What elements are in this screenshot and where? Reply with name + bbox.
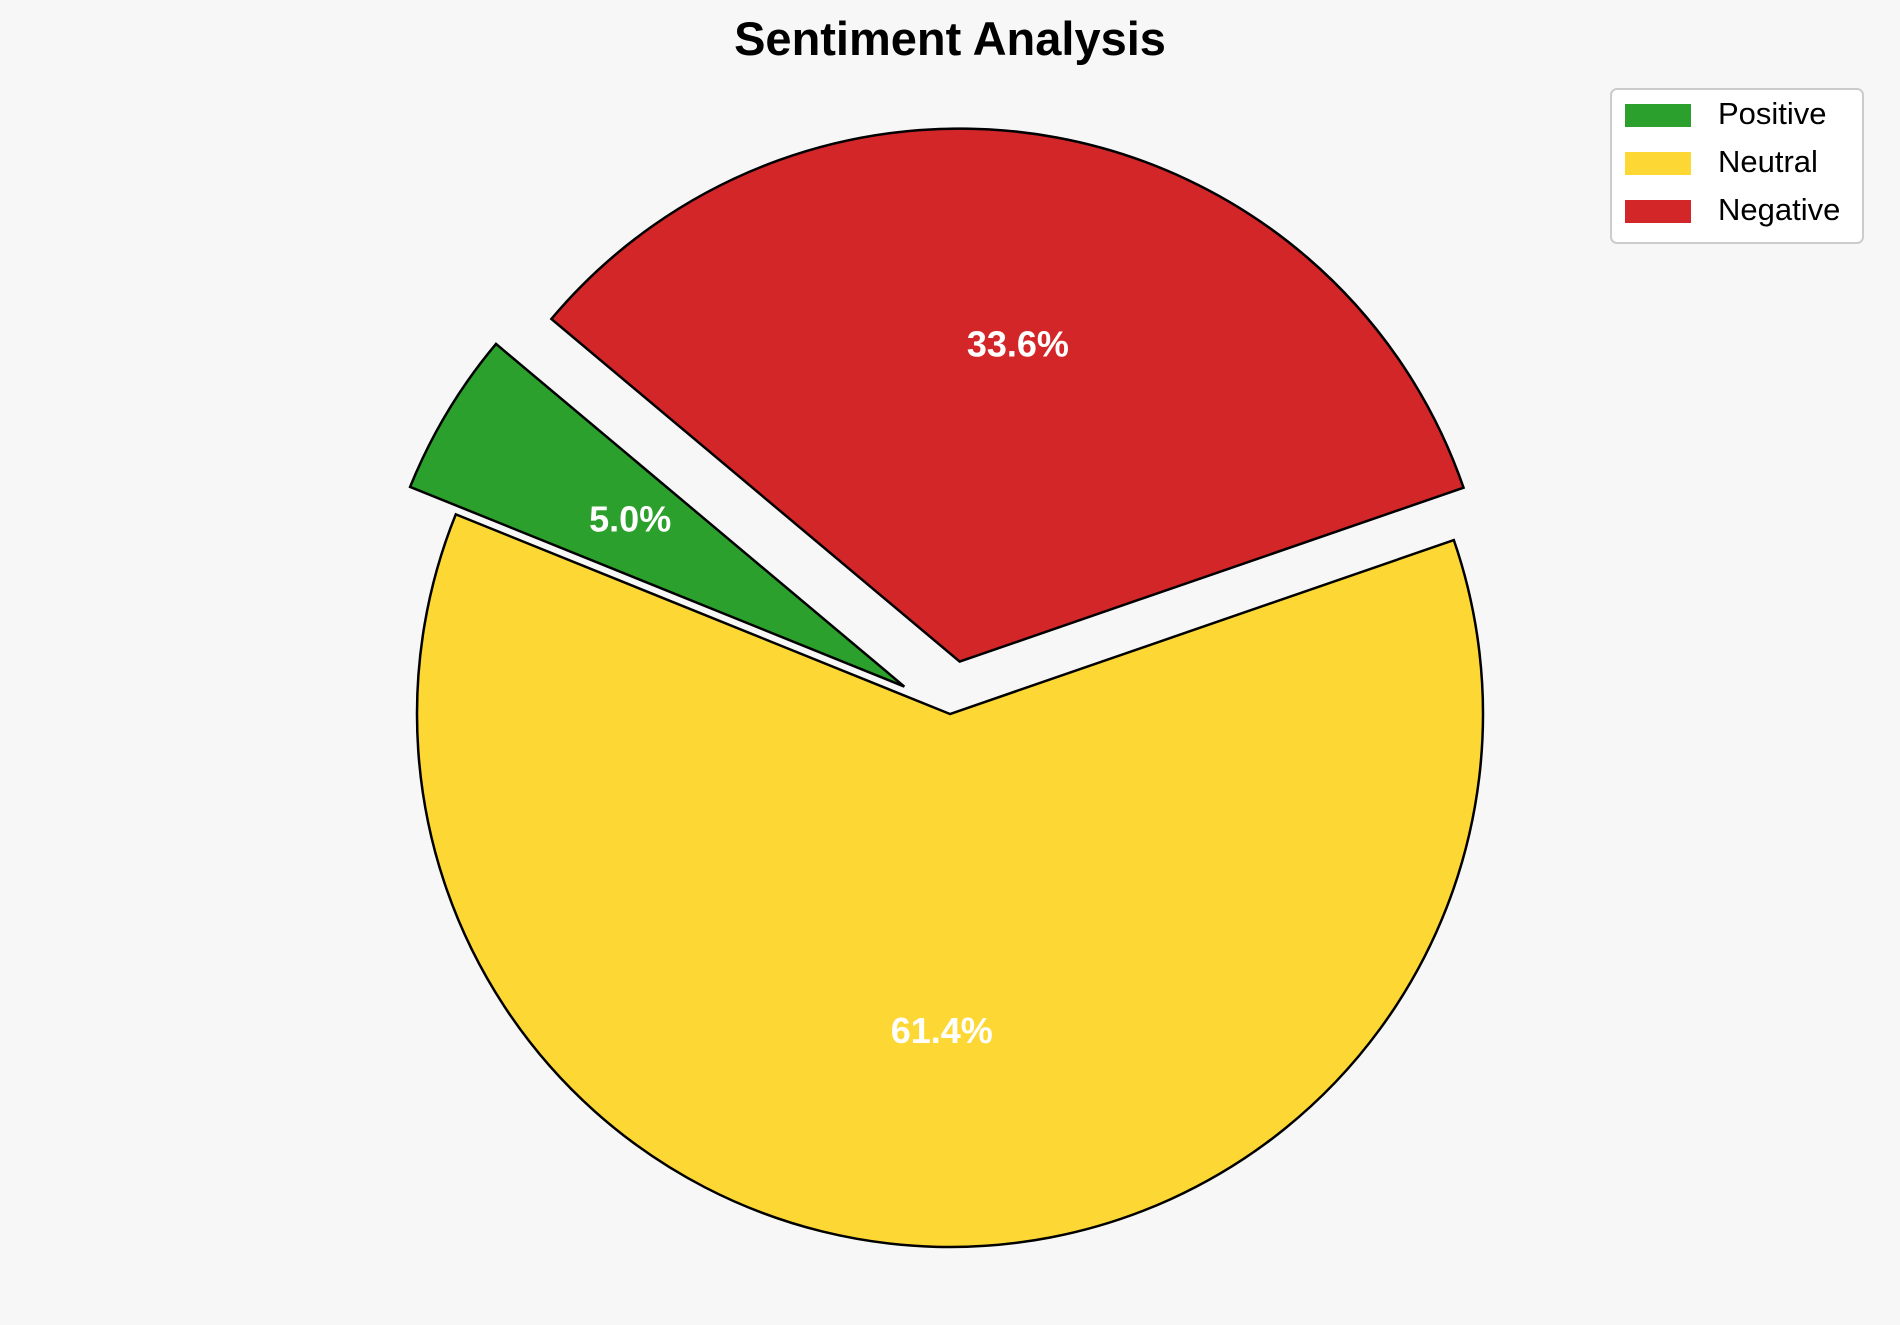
pct-label-neutral: 61.4% (891, 1010, 993, 1051)
legend-label-negative: Negative (1718, 192, 1840, 227)
pie-labels: 5.0% 61.4% 33.6% (589, 324, 1069, 1052)
chart-title: Sentiment Analysis (734, 12, 1166, 65)
pct-label-positive: 5.0% (589, 498, 671, 539)
pct-label-negative: 33.6% (967, 324, 1069, 365)
legend-swatch-neutral (1625, 152, 1691, 175)
pie-slices (408, 127, 1485, 1249)
legend: Positive Neutral Negative (1610, 88, 1864, 244)
legend-swatch-negative (1625, 200, 1691, 223)
pie-slice-positive (408, 342, 906, 688)
legend-label-positive: Positive (1718, 96, 1827, 131)
pie-slice-negative (549, 127, 1466, 664)
legend-swatch-positive (1625, 104, 1691, 127)
pie-slice-neutral (415, 512, 1485, 1249)
legend-label-neutral: Neutral (1718, 144, 1818, 179)
